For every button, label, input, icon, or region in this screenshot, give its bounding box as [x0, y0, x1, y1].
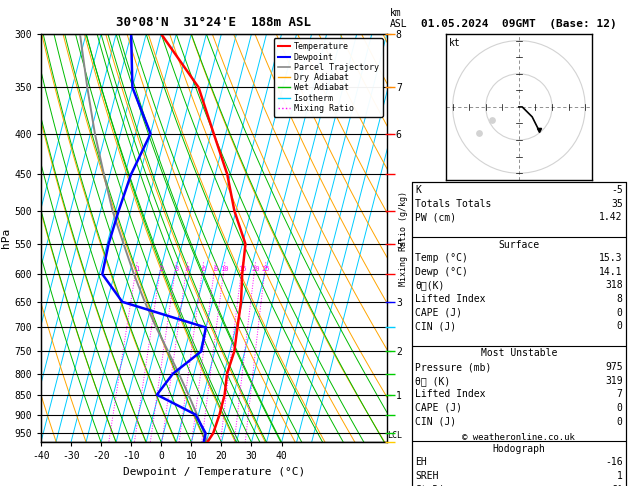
Text: LCL: LCL [387, 431, 403, 440]
Text: kt: kt [449, 38, 460, 49]
Text: SREH: SREH [415, 471, 438, 481]
Text: 319: 319 [605, 376, 623, 386]
Text: EH: EH [415, 457, 427, 468]
Text: CIN (J): CIN (J) [415, 417, 456, 427]
Text: Lifted Index: Lifted Index [415, 294, 486, 304]
Text: 0: 0 [617, 321, 623, 331]
Text: 975: 975 [605, 362, 623, 372]
X-axis label: Dewpoint / Temperature (°C): Dewpoint / Temperature (°C) [123, 467, 305, 477]
Text: 15.3: 15.3 [599, 253, 623, 263]
Legend: Temperature, Dewpoint, Parcel Trajectory, Dry Adiabat, Wet Adiabat, Isotherm, Mi: Temperature, Dewpoint, Parcel Trajectory… [274, 38, 382, 117]
Text: 20: 20 [251, 266, 260, 273]
Text: 1.42: 1.42 [599, 212, 623, 223]
Text: 3: 3 [174, 266, 179, 273]
Text: 6: 6 [201, 266, 206, 273]
Text: 01.05.2024  09GMT  (Base: 12): 01.05.2024 09GMT (Base: 12) [421, 19, 617, 29]
Text: 7: 7 [617, 389, 623, 399]
Point [487, 116, 498, 124]
Text: Mixing Ratio (g/kg): Mixing Ratio (g/kg) [399, 191, 408, 286]
Text: -16: -16 [605, 457, 623, 468]
Text: © weatheronline.co.uk: © weatheronline.co.uk [462, 433, 576, 442]
Text: 8: 8 [213, 266, 218, 273]
Text: Totals Totals: Totals Totals [415, 199, 491, 209]
Text: CAPE (J): CAPE (J) [415, 308, 462, 318]
Text: 15: 15 [238, 266, 247, 273]
Text: 0: 0 [617, 417, 623, 427]
Text: PW (cm): PW (cm) [415, 212, 456, 223]
Text: 14.1: 14.1 [599, 267, 623, 277]
Text: 10: 10 [221, 266, 229, 273]
Text: Pressure (mb): Pressure (mb) [415, 362, 491, 372]
Text: -5: -5 [611, 185, 623, 195]
Text: Dewp (°C): Dewp (°C) [415, 267, 468, 277]
Text: Most Unstable: Most Unstable [481, 348, 557, 359]
Text: 25: 25 [262, 266, 270, 273]
Point [474, 130, 484, 138]
Text: 2: 2 [159, 266, 164, 273]
Text: 1: 1 [617, 471, 623, 481]
Text: 318: 318 [605, 280, 623, 291]
Text: 4: 4 [186, 266, 189, 273]
Text: θᴀ(K): θᴀ(K) [415, 280, 445, 291]
Text: Hodograph: Hodograph [493, 444, 545, 454]
Text: 6°: 6° [611, 485, 623, 486]
Y-axis label: hPa: hPa [1, 228, 11, 248]
Text: CAPE (J): CAPE (J) [415, 403, 462, 413]
Text: 8: 8 [617, 294, 623, 304]
Text: K: K [415, 185, 421, 195]
Text: Surface: Surface [498, 240, 540, 250]
Text: Temp (°C): Temp (°C) [415, 253, 468, 263]
Text: 35: 35 [611, 199, 623, 209]
Text: 1: 1 [135, 266, 139, 273]
Text: 0: 0 [617, 403, 623, 413]
Text: StmDir: StmDir [415, 485, 450, 486]
Text: CIN (J): CIN (J) [415, 321, 456, 331]
Text: θᴀ (K): θᴀ (K) [415, 376, 450, 386]
Text: 30°08'N  31°24'E  188m ASL: 30°08'N 31°24'E 188m ASL [116, 16, 311, 29]
Text: Lifted Index: Lifted Index [415, 389, 486, 399]
Text: km
ASL: km ASL [390, 8, 408, 29]
Text: 0: 0 [617, 308, 623, 318]
